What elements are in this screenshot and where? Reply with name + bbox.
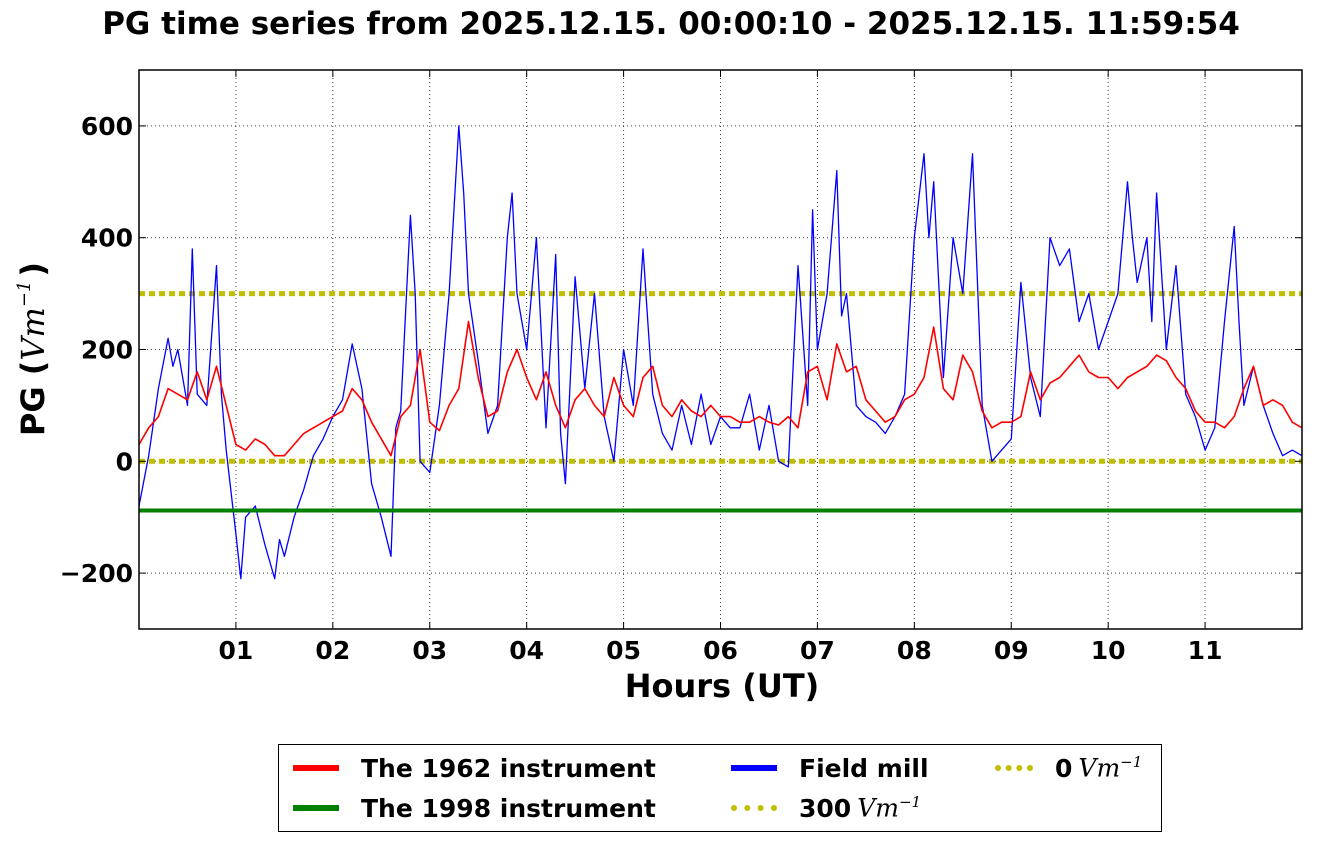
- legend-unit-300-base: Vm: [857, 793, 899, 823]
- y-axis-label-close: ): [14, 262, 52, 277]
- y-tick-label: 0: [116, 447, 133, 476]
- y-tick-label: 200: [81, 336, 133, 365]
- x-tick-label: 08: [897, 636, 932, 665]
- x-tick-label: 09: [994, 636, 1029, 665]
- series-1962-instrument: [138, 320, 1303, 457]
- legend-swatch-1998: [293, 805, 339, 811]
- y-axis-label-unit: Vm: [14, 307, 52, 360]
- legend-unit-300: Vm−1: [857, 793, 921, 822]
- legend-unit-0-exp: −1: [1120, 753, 1143, 772]
- legend-swatch-field-mill: [731, 765, 777, 771]
- gridlines: [139, 70, 1302, 629]
- x-tick-label: 02: [315, 636, 350, 665]
- x-tick-label: 11: [1188, 636, 1223, 665]
- legend-label-1998: The 1998 instrument: [361, 793, 656, 823]
- axis-ticks: 01 02 03 04 05 06 07 08 09 10 11 −200 0 200 400 600: [60, 70, 1302, 665]
- legend-item-field-mill: Field mill: [731, 750, 929, 786]
- legend-swatch-1962: [293, 765, 339, 771]
- chart-plot: 01 02 03 04 05 06 07 08 09 10 11 −200 0 200 400 600 Hou…: [14, 69, 1303, 705]
- y-tick-label: 400: [81, 224, 133, 253]
- y-axis-label-exp: −1: [14, 281, 35, 308]
- legend-swatch-0: [995, 765, 1033, 771]
- legend-label-0: 0: [1055, 753, 1073, 783]
- y-axis-label: PG (Vm−1): [14, 262, 52, 436]
- series-lines: [138, 125, 1303, 580]
- legend-unit-0: Vm−1: [1078, 753, 1142, 782]
- legend-swatch-300: [731, 805, 777, 811]
- x-axis-label: Hours (UT): [625, 667, 820, 705]
- legend-item-1998: The 1998 instrument: [293, 790, 656, 826]
- legend-item-0: 0 Vm−1: [995, 750, 1142, 786]
- x-tick-label: 03: [412, 636, 447, 665]
- x-tick-label: 07: [800, 636, 835, 665]
- x-tick-label: 05: [606, 636, 641, 665]
- series-field-mill: [138, 125, 1303, 580]
- legend-item-300: 300 Vm−1: [731, 790, 921, 826]
- x-tick-label: 06: [703, 636, 738, 665]
- legend-label-1962: The 1962 instrument: [361, 753, 656, 783]
- x-tick-label: 04: [509, 636, 544, 665]
- x-tick-label: 10: [1091, 636, 1126, 665]
- x-tick-label: 01: [219, 636, 254, 665]
- legend-item-1962: The 1962 instrument: [293, 750, 656, 786]
- legend-label-field-mill: Field mill: [799, 753, 929, 783]
- y-tick-label: 600: [81, 112, 133, 141]
- legend: The 1962 instrument The 1998 instrument …: [278, 744, 1162, 832]
- chart-title: PG time series from 2025.12.15. 00:00:10…: [102, 6, 1240, 42]
- legend-unit-300-exp: −1: [898, 793, 922, 812]
- legend-label-300: 300: [799, 793, 852, 823]
- y-axis-label-main: PG (: [14, 361, 52, 436]
- y-tick-label: −200: [60, 559, 133, 588]
- legend-unit-0-base: Vm: [1078, 753, 1121, 783]
